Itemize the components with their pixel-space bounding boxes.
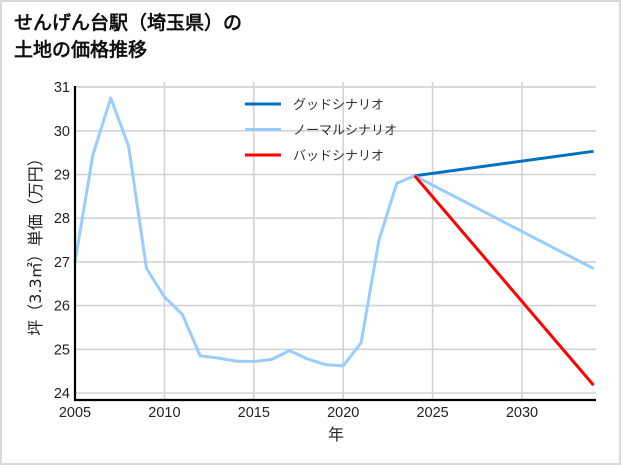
y-tick-label: 24 xyxy=(54,386,70,402)
series-line xyxy=(413,174,595,387)
y-tick-label: 31 xyxy=(54,80,70,96)
y-tick-label: 28 xyxy=(54,211,70,227)
y-tick-label: 26 xyxy=(54,299,70,315)
series-line xyxy=(414,174,595,270)
x-tick-label: 2015 xyxy=(238,405,270,421)
title-line-1: せんげん台駅（埼玉県）の xyxy=(14,12,243,34)
chart-title: せんげん台駅（埼玉県）の 土地の価格推移 xyxy=(14,10,242,64)
x-tick-label: 2020 xyxy=(327,405,359,421)
x-tick-label: 2030 xyxy=(506,405,538,421)
x-axis-label: 年 xyxy=(328,425,344,444)
title-line-2: 土地の価格推移 xyxy=(14,39,148,61)
data-lines xyxy=(73,96,595,387)
gridlines xyxy=(75,82,596,400)
y-tick-label: 25 xyxy=(54,342,70,358)
y-tick-label: 29 xyxy=(54,168,70,184)
y-axis-label: 坪（3.3㎡）単価（万円） xyxy=(26,150,45,335)
y-tick-label: 30 xyxy=(54,124,70,140)
legend-label: バッドシナリオ xyxy=(293,149,384,164)
legend-label: グッドシナリオ xyxy=(293,98,384,113)
legend-label: ノーマルシナリオ xyxy=(293,124,397,139)
series-line xyxy=(73,96,416,368)
x-tick-label: 2025 xyxy=(416,405,448,421)
x-tick-label: 2005 xyxy=(59,405,91,421)
series-line xyxy=(414,149,594,178)
tick-labels: 24 25 26 27 28 29 30 31 2005 2010 2015 2020 2025 2030 xyxy=(54,80,538,421)
axes xyxy=(73,86,596,402)
y-tick-label: 27 xyxy=(54,255,70,271)
x-tick-label: 2010 xyxy=(148,405,180,421)
